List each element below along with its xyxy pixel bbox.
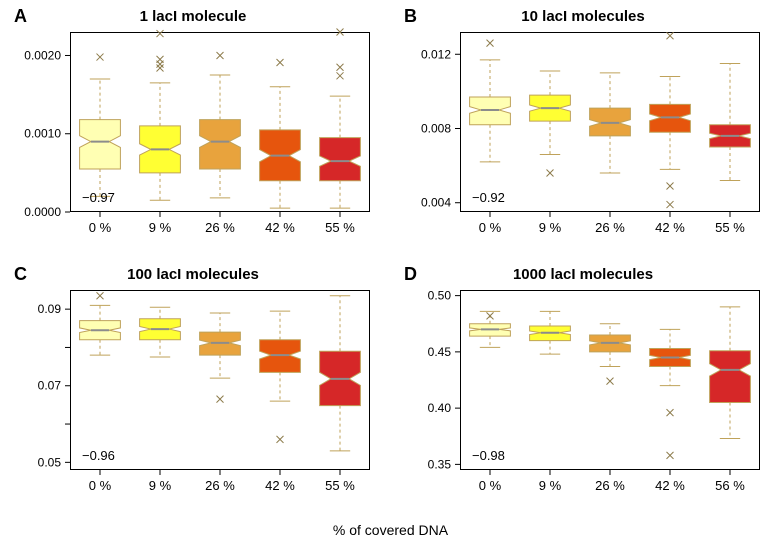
correlation-label: −0.92 bbox=[472, 190, 505, 205]
x-tick-label: 0 % bbox=[479, 220, 502, 235]
x-tick-label: 42 % bbox=[265, 478, 295, 493]
y-tick-label: 0.45 bbox=[428, 345, 452, 359]
x-tick-label: 0 % bbox=[479, 478, 502, 493]
y-tick-label: 0.07 bbox=[38, 379, 62, 393]
y-tick-label: 0.004 bbox=[421, 196, 451, 210]
x-tick-label: 0 % bbox=[89, 220, 112, 235]
boxplot-box bbox=[200, 120, 241, 169]
x-tick-label: 55 % bbox=[325, 478, 355, 493]
x-tick-label: 0 % bbox=[89, 478, 112, 493]
panel-D: D1000 lacI molecules0.350.400.450.500 %9… bbox=[398, 260, 768, 520]
correlation-label: −0.96 bbox=[82, 448, 115, 463]
y-tick-label: 0.0010 bbox=[24, 127, 61, 141]
y-tick-label: 0.0000 bbox=[24, 205, 61, 219]
x-tick-label: 26 % bbox=[205, 478, 235, 493]
y-tick-label: 0.0020 bbox=[24, 48, 61, 62]
x-tick-label: 26 % bbox=[595, 220, 625, 235]
plot-svg: 0.35 0.40 0.45 0.50 0 % 9 % 26 % 42 % 56 % −0.98 bbox=[420, 250, 781, 510]
panel-B: B10 lacI molecules0.0040.0080.0120 %9 %2… bbox=[398, 2, 768, 262]
x-tick-label: 9 % bbox=[539, 478, 562, 493]
boxplot-box bbox=[320, 138, 361, 181]
y-tick-label: 0.50 bbox=[428, 289, 452, 303]
plot-svg: 0.00000.00100.00200 %9 %26 %42 %55 %−0.9… bbox=[30, 0, 410, 252]
y-tick-label: 0.35 bbox=[428, 457, 452, 471]
plot-svg: 0.004 0.008 0.012 0 % 9 % 26 % 42 % 55 % −0.92 bbox=[420, 0, 781, 252]
y-tick-label: 0.09 bbox=[38, 302, 62, 316]
figure: A1 lacI molecule0.00000.00100.00200 %9 %… bbox=[0, 0, 781, 544]
x-tick-label: 9 % bbox=[149, 220, 172, 235]
correlation-label: −0.97 bbox=[82, 190, 115, 205]
x-tick-label: 42 % bbox=[265, 220, 295, 235]
x-tick-label: 26 % bbox=[595, 478, 625, 493]
y-tick-label: 0.05 bbox=[38, 455, 62, 469]
boxplot-box bbox=[710, 351, 751, 403]
y-tick-label: 0.40 bbox=[428, 401, 452, 415]
x-tick-label: 26 % bbox=[205, 220, 235, 235]
x-tick-label: 55 % bbox=[715, 220, 745, 235]
x-tick-label: 9 % bbox=[149, 478, 172, 493]
y-tick-label: 0.012 bbox=[421, 47, 451, 61]
x-tick-label: 9 % bbox=[539, 220, 562, 235]
x-tick-label: 55 % bbox=[325, 220, 355, 235]
x-tick-label: 42 % bbox=[655, 478, 685, 493]
boxplot-box bbox=[80, 120, 121, 169]
x-tick-label: 42 % bbox=[655, 220, 685, 235]
panel-C: C100 lacI molecules0.050.070.090 %9 %26 … bbox=[8, 260, 378, 520]
x-tick-label: 56 % bbox=[715, 478, 745, 493]
panel-A: A1 lacI molecule0.00000.00100.00200 %9 %… bbox=[8, 2, 378, 262]
y-tick-label: 0.008 bbox=[421, 121, 451, 135]
xaxis-label: % of covered DNA bbox=[0, 522, 781, 538]
plot-svg: 0.05 0.07 0.09 0 % 9 % 26 % 42 % 55 % −0.96 bbox=[30, 250, 410, 510]
correlation-label: −0.98 bbox=[472, 448, 505, 463]
